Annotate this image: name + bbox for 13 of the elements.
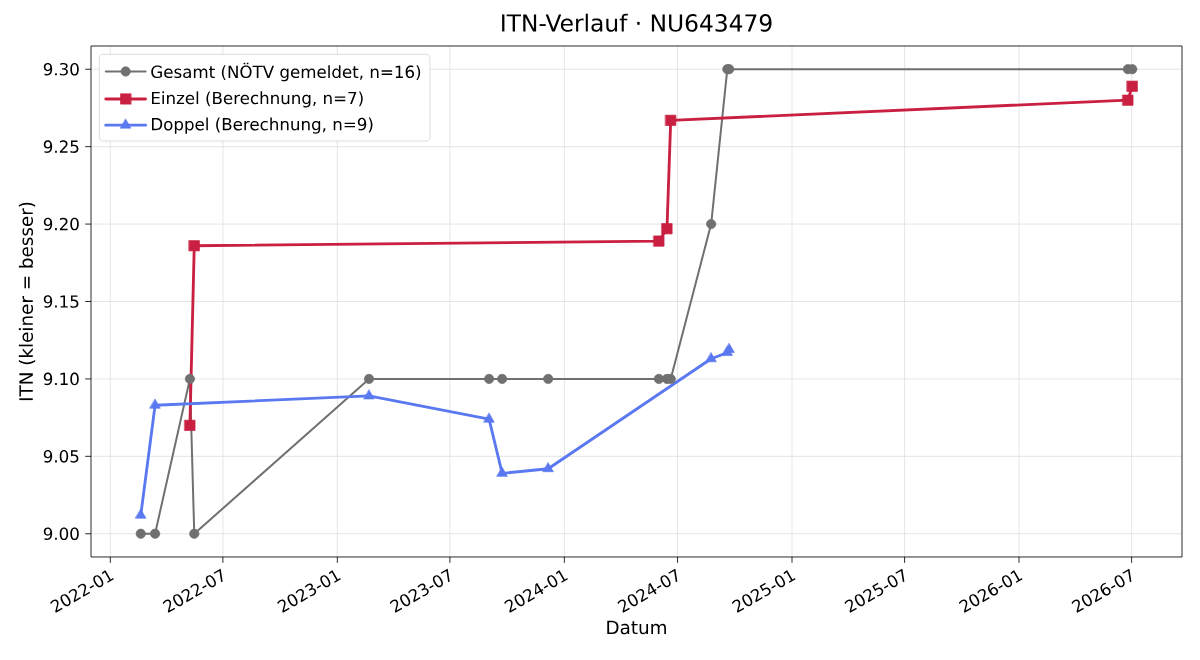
y-tick-label: 9.25 bbox=[43, 140, 79, 153]
y-axis-title: ITN (kleiner = besser) bbox=[18, 202, 36, 401]
legend-label: Einzel (Berechnung, n=7) bbox=[151, 91, 363, 108]
y-tick-label: 9.05 bbox=[43, 450, 79, 463]
y-tick-label: 9.15 bbox=[43, 295, 79, 308]
y-tick-label: 9.00 bbox=[43, 527, 79, 541]
legend-label: Doppel (Berechnung, n=9) bbox=[151, 117, 373, 134]
chart-title: ITN-Verlauf · NU643479 bbox=[502, 13, 772, 32]
x-axis-title: Datum bbox=[607, 620, 666, 635]
y-tick-label: 9.20 bbox=[43, 217, 79, 231]
y-tick-label: 9.10 bbox=[43, 372, 79, 386]
y-tick-label: 9.30 bbox=[43, 62, 79, 76]
legend-label: Gesamt (NÖTV gemeldet, n=16) bbox=[151, 62, 421, 82]
